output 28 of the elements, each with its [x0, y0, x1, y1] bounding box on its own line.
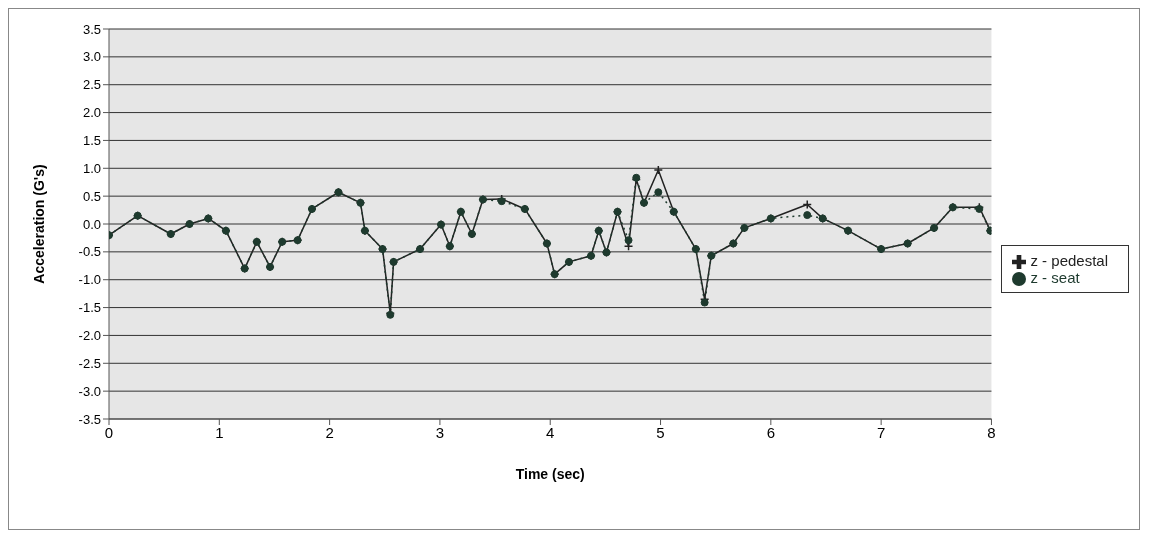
- y-tick-label: 1.5: [82, 133, 101, 149]
- y-tick-label: 2.0: [82, 105, 101, 121]
- y-tick-label: 2.5: [82, 77, 101, 93]
- x-tick-label: 5: [656, 423, 665, 441]
- x-axis-title: Time (sec): [515, 466, 585, 482]
- y-tick-label: -3.0: [78, 383, 101, 399]
- y-tick-label: 0.5: [82, 188, 101, 204]
- x-tick-label: 2: [325, 423, 334, 441]
- y-tick-label: -1.5: [78, 300, 101, 316]
- x-tick-label: 0: [104, 423, 114, 441]
- y-axis-title: Acceleration (G's): [30, 164, 47, 284]
- y-tick-label: -0.5: [78, 244, 101, 260]
- y-tick-label: -3.5: [78, 411, 101, 427]
- x-tick-label: 4: [546, 423, 555, 441]
- x-tick-label: 3: [435, 423, 445, 441]
- y-tick-label: 1.0: [82, 160, 101, 176]
- y-tick-label: 3.0: [82, 49, 101, 65]
- legend-label: z - pedestal: [1030, 251, 1108, 269]
- y-tick-label: -2.0: [78, 328, 101, 344]
- x-tick-label: 8: [987, 423, 996, 441]
- x-tick-label: 1: [215, 423, 224, 441]
- y-tick-label: 0.0: [82, 216, 101, 232]
- x-tick-label: 6: [766, 423, 776, 441]
- y-tick-label: 3.5: [82, 21, 101, 37]
- legend-label: z - seat: [1030, 269, 1080, 286]
- y-tick-label: -1.0: [78, 272, 101, 288]
- y-tick-label: -2.5: [78, 355, 101, 371]
- x-tick-label: 7: [876, 423, 886, 441]
